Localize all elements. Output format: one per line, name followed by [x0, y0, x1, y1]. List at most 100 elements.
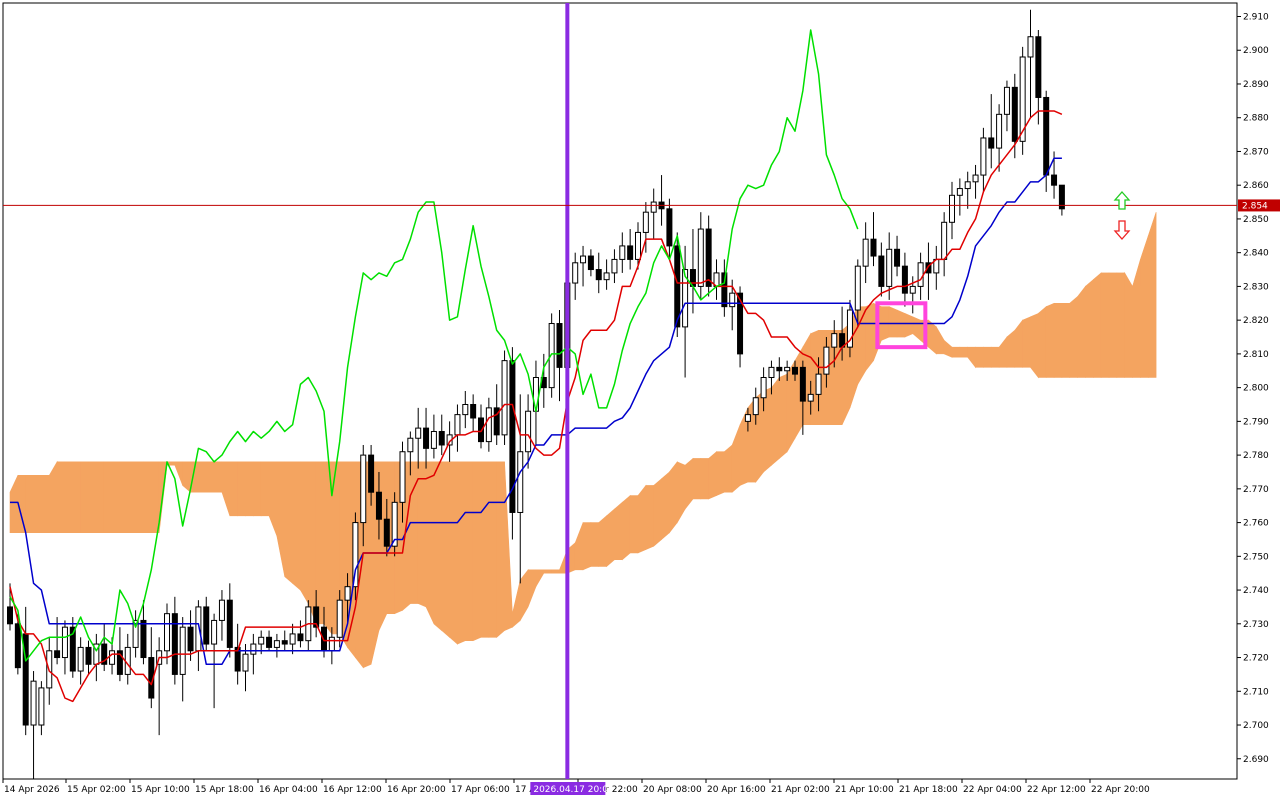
- candle[interactable]: [242, 644, 249, 692]
- candle[interactable]: [171, 596, 178, 685]
- candle[interactable]: [336, 590, 343, 648]
- candle[interactable]: [854, 259, 861, 327]
- candle[interactable]: [752, 387, 759, 425]
- candle[interactable]: [949, 181, 955, 240]
- candle[interactable]: [525, 394, 532, 469]
- arrow-up-icon[interactable]: [1113, 191, 1131, 210]
- candle[interactable]: [807, 380, 814, 415]
- candle[interactable]: [203, 596, 210, 651]
- candle[interactable]: [760, 367, 767, 412]
- highlight-box[interactable]: [875, 301, 928, 350]
- candle[interactable]: [799, 360, 806, 435]
- candle[interactable]: [470, 394, 477, 432]
- candle[interactable]: [85, 640, 92, 675]
- candle[interactable]: [14, 613, 21, 675]
- candle[interactable]: [729, 279, 736, 331]
- candle[interactable]: [391, 492, 398, 557]
- candle[interactable]: [187, 610, 194, 661]
- candle[interactable]: [642, 202, 649, 253]
- candle[interactable]: [666, 198, 673, 260]
- candle[interactable]: [862, 222, 869, 284]
- candle[interactable]: [1035, 29, 1042, 125]
- candle[interactable]: [289, 623, 296, 655]
- candle[interactable]: [956, 178, 963, 216]
- candle[interactable]: [501, 350, 508, 445]
- candle[interactable]: [972, 164, 979, 199]
- candle[interactable]: [1058, 184, 1065, 216]
- candle[interactable]: [964, 171, 971, 209]
- candle[interactable]: [30, 671, 37, 779]
- candle[interactable]: [901, 252, 908, 307]
- candle[interactable]: [226, 583, 233, 658]
- candle[interactable]: [313, 590, 320, 638]
- candle[interactable]: [587, 249, 594, 277]
- candle[interactable]: [164, 603, 170, 665]
- candle[interactable]: [823, 337, 830, 388]
- candle[interactable]: [595, 252, 602, 294]
- candle[interactable]: [344, 573, 351, 624]
- candle[interactable]: [603, 259, 610, 290]
- candle[interactable]: [77, 637, 84, 685]
- candle[interactable]: [399, 441, 406, 523]
- candle[interactable]: [407, 431, 414, 476]
- candle[interactable]: [383, 498, 390, 557]
- candle[interactable]: [1019, 46, 1026, 155]
- candle[interactable]: [430, 414, 437, 459]
- candle[interactable]: [132, 610, 139, 658]
- candle[interactable]: [101, 623, 108, 672]
- candle[interactable]: [650, 188, 657, 240]
- candle[interactable]: [784, 360, 791, 381]
- candle[interactable]: [61, 620, 68, 675]
- candle[interactable]: [360, 444, 367, 547]
- candle[interactable]: [721, 259, 728, 317]
- candle[interactable]: [462, 391, 469, 429]
- candle[interactable]: [980, 127, 987, 192]
- candle[interactable]: [580, 245, 587, 287]
- candle[interactable]: [368, 444, 375, 506]
- candle[interactable]: [438, 414, 445, 456]
- candle[interactable]: [69, 617, 76, 678]
- candle[interactable]: [517, 394, 524, 584]
- candle[interactable]: [572, 252, 579, 300]
- candle[interactable]: [140, 600, 147, 665]
- candle[interactable]: [878, 242, 885, 297]
- candle[interactable]: [894, 235, 901, 277]
- candle[interactable]: [179, 617, 186, 702]
- arrow-down-icon[interactable]: [1113, 220, 1131, 240]
- candle[interactable]: [478, 404, 484, 449]
- candle[interactable]: [768, 360, 775, 395]
- candle[interactable]: [38, 681, 45, 736]
- candle[interactable]: [988, 94, 995, 169]
- candle[interactable]: [682, 245, 689, 378]
- candle[interactable]: [776, 357, 783, 381]
- candle[interactable]: [273, 633, 280, 658]
- candle[interactable]: [996, 104, 1003, 172]
- candle[interactable]: [705, 215, 712, 297]
- candle[interactable]: [619, 232, 626, 273]
- candle[interactable]: [846, 299, 853, 358]
- candle[interactable]: [297, 620, 304, 648]
- candles[interactable]: [7, 9, 1065, 779]
- candle[interactable]: [548, 313, 555, 398]
- candle[interactable]: [211, 613, 218, 709]
- candle[interactable]: [352, 512, 359, 601]
- candle[interactable]: [886, 232, 893, 300]
- candle[interactable]: [870, 212, 877, 267]
- candle[interactable]: [635, 222, 641, 270]
- candle[interactable]: [556, 310, 563, 402]
- candle[interactable]: [7, 583, 13, 631]
- candle[interactable]: [266, 630, 273, 651]
- candle[interactable]: [415, 407, 422, 469]
- candle[interactable]: [375, 471, 382, 540]
- candle[interactable]: [1027, 9, 1034, 118]
- candle[interactable]: [744, 407, 751, 432]
- candle[interactable]: [234, 623, 241, 685]
- candle[interactable]: [281, 630, 288, 651]
- candle[interactable]: [792, 360, 798, 381]
- candle[interactable]: [509, 347, 516, 540]
- candle[interactable]: [925, 242, 932, 300]
- candle[interactable]: [611, 249, 618, 284]
- candle[interactable]: [218, 590, 225, 641]
- candle[interactable]: [423, 407, 430, 469]
